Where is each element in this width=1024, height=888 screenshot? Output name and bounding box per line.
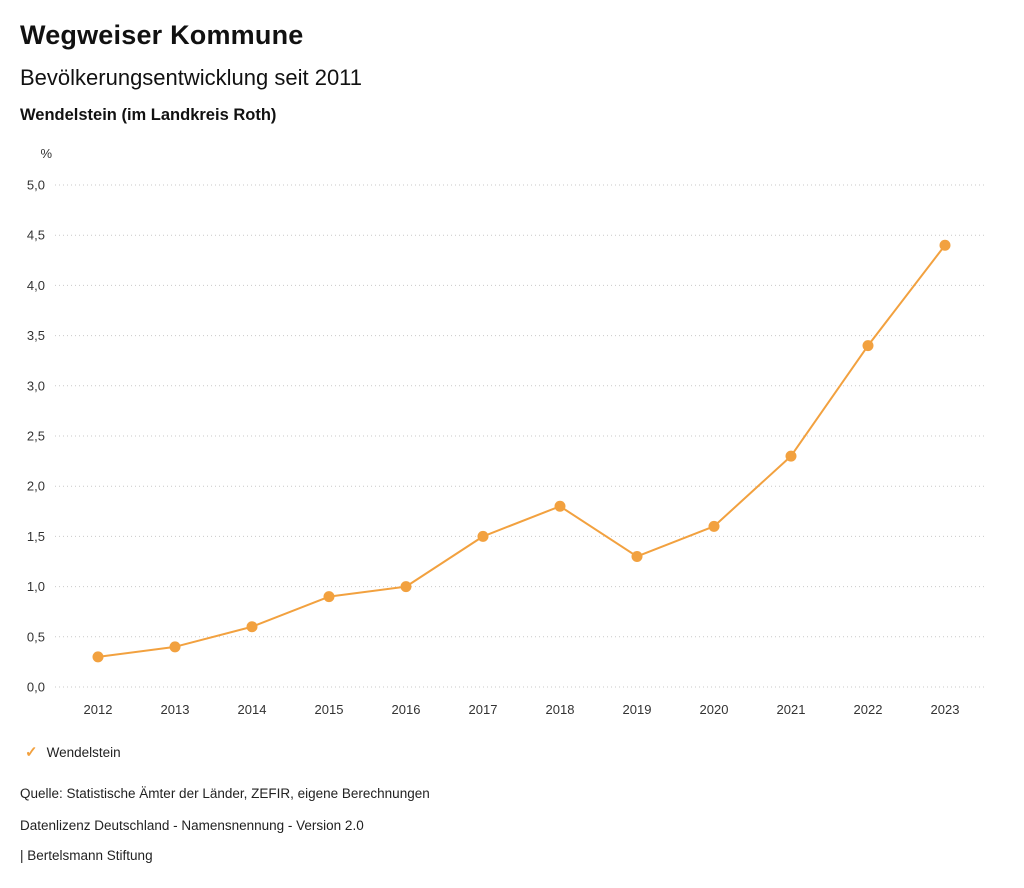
svg-text:%: % [40,146,52,161]
attribution-note: | Bertelsmann Stiftung [20,848,153,863]
svg-text:2023: 2023 [931,702,960,717]
svg-text:2015: 2015 [315,702,344,717]
chart-title: Bevölkerungsentwicklung seit 2011 [20,65,363,90]
svg-text:3,5: 3,5 [27,328,45,343]
svg-text:2022: 2022 [854,702,883,717]
region-label: Wendelstein (im Landkreis Roth) [20,106,277,124]
svg-text:2014: 2014 [238,702,267,717]
line-chart[interactable]: % 0,0 0,5 1,0 1,5 2,0 2,5 3,0 3,5 4,0 4,5 5,0 2012 20… [0,140,1024,730]
check-icon: ✓ [25,744,38,761]
svg-text:2017: 2017 [469,702,498,717]
svg-text:2016: 2016 [392,702,421,717]
svg-text:2013: 2013 [161,702,190,717]
svg-text:2012: 2012 [84,702,113,717]
license-note: Datenlizenz Deutschland - Namensnennung … [20,818,364,833]
svg-text:3,0: 3,0 [27,378,45,393]
svg-text:5,0: 5,0 [27,178,45,193]
svg-text:0,5: 0,5 [27,629,45,644]
source-note: Quelle: Statistische Ämter der Länder, Z… [20,786,430,801]
svg-text:2021: 2021 [777,702,806,717]
svg-text:2020: 2020 [700,702,729,717]
svg-text:4,5: 4,5 [27,228,45,243]
svg-text:1,0: 1,0 [27,579,45,594]
page-title: Wegweiser Kommune [20,20,304,50]
svg-text:0,0: 0,0 [27,680,45,695]
svg-text:2,0: 2,0 [27,479,45,494]
svg-text:1,5: 1,5 [27,529,45,544]
svg-text:4,0: 4,0 [27,278,45,293]
svg-text:2019: 2019 [623,702,652,717]
svg-text:2018: 2018 [546,702,575,717]
legend-label: Wendelstein [46,745,121,760]
svg-text:2,5: 2,5 [27,429,45,444]
legend-item-wendelstein[interactable]: ✓ Wendelstein [25,745,121,760]
